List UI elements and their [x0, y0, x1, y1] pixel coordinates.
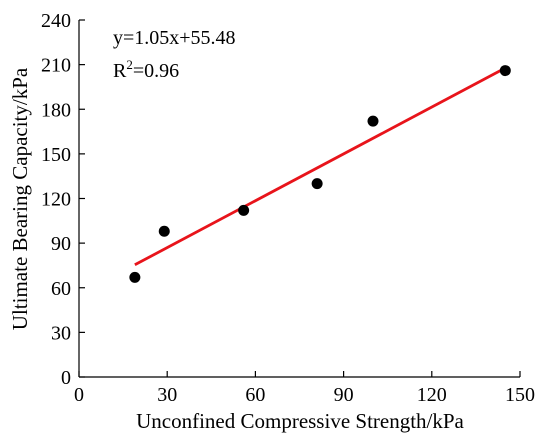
y-tick-label: 0 [61, 367, 71, 389]
data-point [367, 115, 379, 127]
y-tick-label: 90 [51, 233, 71, 255]
data-point [158, 225, 170, 237]
r-squared-prefix: R [113, 60, 127, 82]
y-tick-label: 240 [41, 10, 71, 32]
x-axis-title: Unconfined Compressive Strength/kPa [136, 409, 464, 433]
x-ticks: 0 30 60 90 120 150 [74, 371, 535, 406]
data-point [311, 178, 323, 190]
x-tick-label: 120 [417, 384, 447, 406]
x-tick-label: 0 [74, 384, 84, 406]
equation-annotation: y=1.05x+55.48 [113, 27, 236, 49]
data-point [129, 271, 141, 283]
fit-line-group [134, 66, 506, 267]
fit-line [134, 66, 506, 267]
x-tick-label: 30 [157, 384, 177, 406]
y-ticks: 0 30 60 90 120 150 180 210 240 [41, 10, 85, 389]
y-axis-title: Ultimate Bearing Capacity/kPa [8, 67, 32, 330]
y-tick-label: 60 [51, 278, 71, 300]
data-points [129, 65, 511, 283]
y-tick-label: 120 [41, 189, 71, 211]
data-point [499, 65, 511, 77]
y-tick-label: 150 [41, 144, 71, 166]
x-tick-label: 90 [334, 384, 354, 406]
y-tick-label: 210 [41, 55, 71, 77]
y-tick-label: 30 [51, 322, 71, 344]
r-squared-annotation: R2=0.96 [113, 57, 179, 82]
data-point [238, 204, 250, 216]
r-squared-superscript: 2 [126, 57, 133, 72]
y-tick-label: 180 [41, 99, 71, 121]
x-tick-label: 150 [505, 384, 535, 406]
x-tick-label: 60 [245, 384, 265, 406]
r-squared-value: =0.96 [133, 60, 179, 82]
